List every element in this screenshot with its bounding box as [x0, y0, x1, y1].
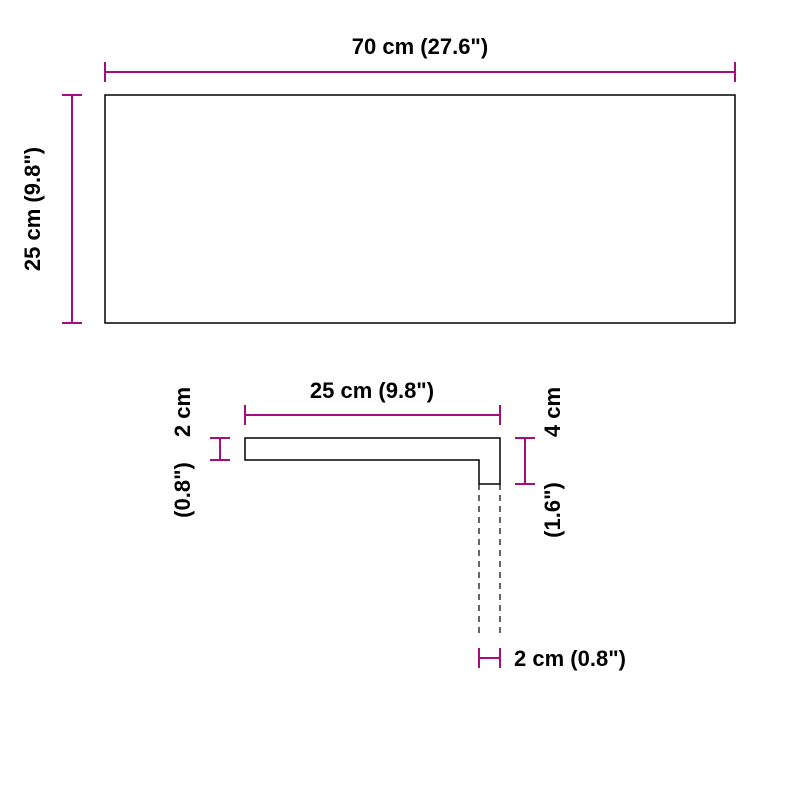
top-view — [105, 95, 735, 323]
dim-thickness-2cm-inches: (0.8") — [170, 462, 195, 518]
dim-thickness-2cm-value: 2 cm — [170, 387, 195, 437]
dimension-diagram: 70 cm (27.6") 25 cm (9.8") 25 cm (9.8") 2 c… — [0, 0, 800, 800]
dim-lipheight-4cm-value: 4 cm — [540, 387, 565, 437]
dim-profile-width-25cm: 25 cm (9.8") — [310, 378, 434, 403]
dim-width-70cm: 70 cm (27.6") — [352, 34, 488, 59]
profile-outline — [245, 438, 500, 484]
panel-rect — [105, 95, 735, 323]
profile-view — [245, 438, 500, 484]
dim-lipwidth-2cm: 2 cm (0.8") — [514, 646, 626, 671]
dim-lipheight-4cm-inches: (1.6") — [540, 482, 565, 538]
dim-depth-25cm: 25 cm (9.8") — [20, 147, 45, 271]
